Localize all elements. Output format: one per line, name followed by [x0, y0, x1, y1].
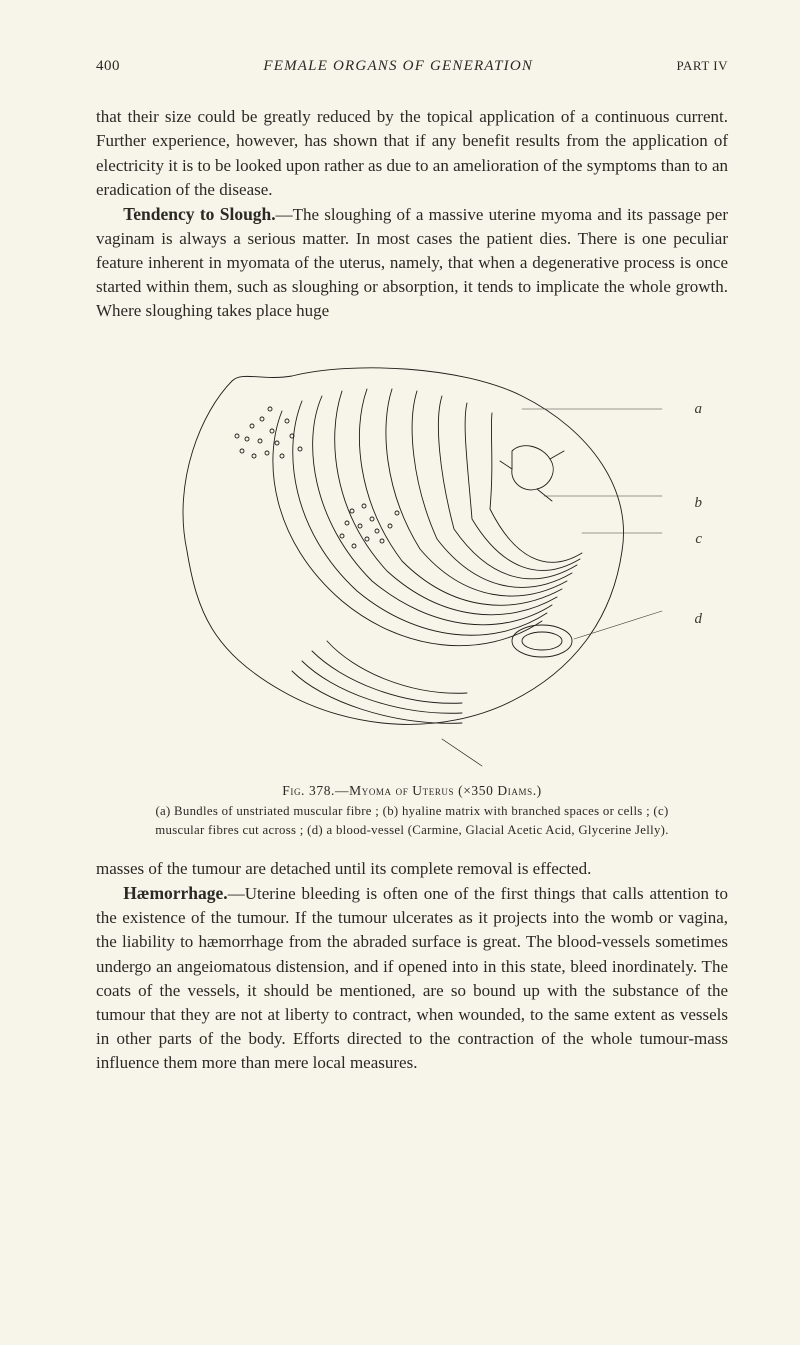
page: 400 FEMALE ORGANS OF GENERATION PART IV …: [0, 0, 800, 1345]
running-title: FEMALE ORGANS OF GENERATION: [120, 56, 677, 77]
figure-title: —Myoma of Uterus (×350 Diams.): [335, 783, 542, 798]
figure-number: Fig. 378.: [282, 783, 335, 798]
figure-caption: Fig. 378.—Myoma of Uterus (×350 Diams.) …: [132, 781, 692, 839]
page-number: 400: [96, 56, 120, 77]
paragraph-3: masses of the tumour are detached until …: [96, 857, 728, 881]
paragraph-4: Hæmorrhage.—Uterine bleeding is often on…: [96, 881, 728, 1075]
paragraph-4-text: —Uterine bleeding is often one of the fi…: [96, 884, 728, 1072]
figure-label-c: c: [695, 529, 702, 550]
figure-378: a b c d Fig. 378.—Myoma of Uterus (×350 …: [132, 341, 692, 839]
para-label-haemorrhage: Hæmorrhage.: [123, 883, 228, 903]
myoma-illustration: [142, 341, 682, 771]
body-text: that their size could be greatly reduced…: [96, 105, 728, 1075]
part-label: PART IV: [677, 57, 729, 75]
paragraph-2: Tendency to Slough.—The sloughing of a m…: [96, 202, 728, 324]
figure-subcaption-line1: (a) Bundles of unstriated muscular fibre…: [132, 803, 692, 820]
figure-subcaption-line2: muscular fibres cut across ; (d) a blood…: [132, 822, 692, 839]
figure-label-b: b: [695, 493, 703, 514]
para-label-slough: Tendency to Slough.: [123, 204, 275, 224]
figure-label-a: a: [695, 399, 703, 420]
paragraph-1: that their size could be greatly reduced…: [96, 105, 728, 202]
running-header: 400 FEMALE ORGANS OF GENERATION PART IV: [96, 56, 728, 77]
figure-label-d: d: [695, 609, 703, 630]
